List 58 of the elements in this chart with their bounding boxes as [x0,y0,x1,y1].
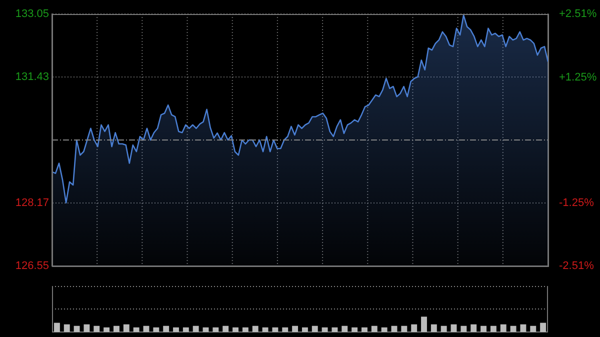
bar [94,326,100,332]
bar [292,326,298,332]
bar [362,327,368,332]
bar [322,327,328,332]
bar [104,327,110,332]
bar [352,327,358,332]
bar [530,326,536,332]
bar [143,326,150,332]
bar [114,326,120,332]
bar [312,326,318,332]
bar [242,327,248,332]
y-tick-label: 128.17 [15,197,49,210]
bar [391,326,398,332]
bar [480,326,486,332]
bar [163,326,170,332]
bar [460,326,467,332]
bar [54,322,60,332]
bar [252,326,258,332]
y2-tick-label: +2.51% [559,8,597,20]
bar [470,324,477,332]
bar [510,326,516,332]
y2-tick-label: +1.25% [559,71,597,84]
bar [371,326,378,332]
bar [430,324,437,332]
bar [332,327,338,332]
bar [282,327,288,332]
bar [84,324,90,332]
bar [440,326,447,332]
bar [272,327,278,332]
y2-tick-label: -2.51% [559,260,594,272]
y-tick-label: 133.05 [15,8,49,20]
bar [202,327,209,332]
bar [192,326,199,332]
bar [540,322,546,332]
bar [342,326,348,332]
bar [450,324,457,332]
y2-tick-label: -1.25% [559,196,594,209]
bar [182,327,189,332]
bar [401,326,408,332]
bar [64,324,70,332]
bar [153,327,160,332]
bar [123,324,130,332]
bar [421,316,427,332]
bar [381,327,388,332]
bar [490,326,496,332]
bar [173,327,179,332]
bar [411,324,418,332]
y-tick-label: 126.55 [15,260,49,272]
bar [74,326,80,332]
bar [262,327,268,332]
y-tick-label: 131.43 [15,70,49,83]
bar [520,324,526,332]
bar [500,324,506,332]
bar [222,326,229,332]
bar [133,327,140,332]
bar [302,327,308,332]
bar [212,327,219,332]
bar [232,327,238,332]
